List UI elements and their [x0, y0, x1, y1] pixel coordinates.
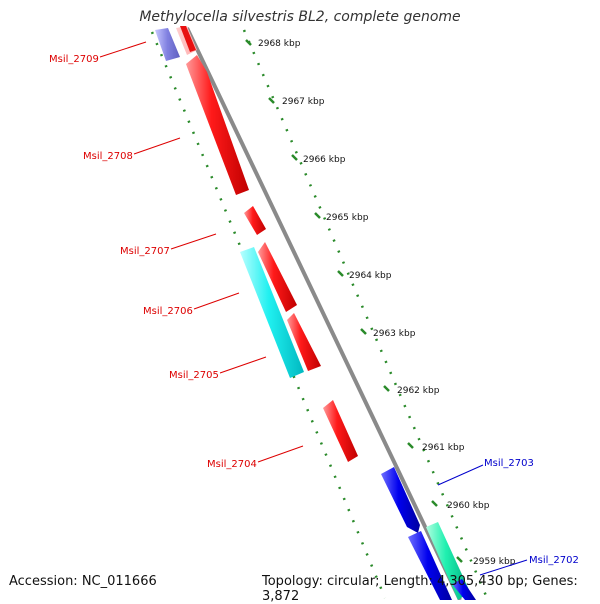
gene-arrow-msil-2702-a[interactable]	[408, 531, 452, 600]
gene-arrow-msil-2707[interactable]	[244, 206, 266, 235]
tick-label: 2967 kbp	[282, 97, 325, 107]
gene-label[interactable]: Msil_2706	[143, 306, 193, 317]
gene-label[interactable]: Msil_2704	[207, 459, 257, 470]
gene-arrow-msil-2702-c[interactable]	[452, 579, 476, 600]
gene-label[interactable]: Msil_2703	[484, 458, 534, 469]
tick-mark	[383, 385, 390, 392]
tick-label: 2964 kbp	[349, 271, 392, 281]
gene-label[interactable]: Msil_2707	[120, 246, 170, 257]
tick-label: 2960 kbp	[447, 501, 490, 511]
map-title: Methylocella silvestris BL2, complete ge…	[139, 9, 461, 25]
tick-label: 2968 kbp	[258, 39, 301, 49]
tick-label: 2965 kbp	[326, 213, 369, 223]
gene-arrow-msil-2705-a[interactable]	[258, 242, 297, 312]
tick-mark	[431, 500, 438, 507]
tick-mark	[291, 154, 298, 161]
tick-mark	[268, 97, 275, 104]
tick-mark	[407, 442, 414, 449]
tick-label: 2966 kbp	[303, 155, 346, 165]
tick-label: 2962 kbp	[397, 386, 440, 396]
gene-label[interactable]: Msil_2705	[169, 370, 219, 381]
tick-label: 2963 kbp	[373, 329, 416, 339]
tick-layer: 2968 kbp 2967 kbp 2966 kbp 2965 kbp 2964…	[245, 39, 516, 567]
tick-mark	[314, 212, 321, 219]
gene-arrow-msil-2703[interactable]	[381, 467, 420, 533]
gene-arrow-msil-2704[interactable]	[323, 400, 358, 462]
accession-text: Accession: NC_011666	[9, 574, 157, 589]
gene-labels: Msil_2709 Msil_2708 Msil_2707 Msil_2706 …	[49, 54, 579, 566]
tick-label: 2959 kbp	[473, 557, 516, 567]
gene-label[interactable]: Msil_2708	[83, 151, 133, 162]
tick-mark	[245, 39, 252, 46]
tick-mark	[337, 270, 344, 277]
gene-arrow-msil-2709-c[interactable]	[180, 26, 196, 52]
label-leaders	[99, 41, 528, 576]
gene-arrow-msil-2709[interactable]	[155, 28, 180, 61]
tick-mark	[456, 556, 463, 563]
gene-arrow-msil-2705-b[interactable]	[287, 313, 321, 371]
tick-mark	[360, 328, 367, 335]
gene-label[interactable]: Msil_2702	[529, 555, 579, 566]
gene-features	[155, 26, 476, 600]
tick-label: 2961 kbp	[422, 443, 465, 453]
gene-arrow-msil-2708[interactable]	[186, 55, 249, 195]
genome-backbone	[185, 27, 462, 600]
gene-arrow-msil-2706[interactable]	[240, 247, 304, 378]
gene-label[interactable]: Msil_2709	[49, 54, 99, 65]
